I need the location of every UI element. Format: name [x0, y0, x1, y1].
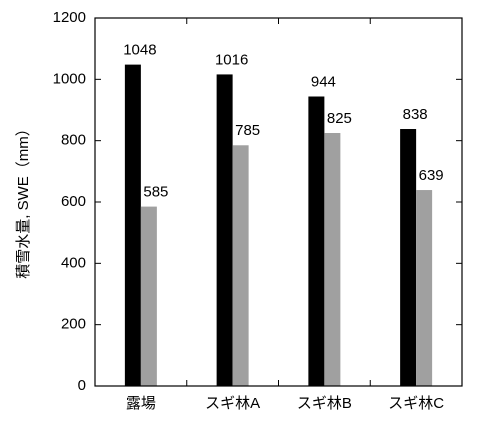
- data-label: 1016: [215, 51, 248, 68]
- bar: [416, 190, 433, 386]
- bar: [216, 74, 233, 386]
- data-label: 785: [235, 122, 260, 139]
- plot-frame: [94, 17, 463, 387]
- y-axis-label: 積雪水量, SWE（mm）: [15, 121, 32, 279]
- y-tick-label: 1200: [53, 9, 86, 26]
- y-tick-label: 800: [61, 132, 86, 149]
- data-label: 585: [143, 184, 168, 201]
- data-label: 838: [403, 106, 428, 123]
- data-label: 639: [419, 167, 444, 184]
- x-tick-label: 露場: [126, 395, 156, 412]
- data-label: 944: [311, 73, 336, 90]
- x-tick-label: スギ林B: [297, 395, 352, 412]
- data-label: 1048: [123, 42, 156, 59]
- y-tick-label: 0: [78, 377, 86, 394]
- bar: [124, 64, 141, 386]
- data-label: 825: [327, 110, 352, 127]
- bar: [324, 133, 341, 386]
- bar: [400, 129, 417, 386]
- y-tick-label: 400: [61, 254, 86, 271]
- y-tick-label: 200: [61, 316, 86, 333]
- bar: [308, 96, 325, 387]
- bar: [232, 145, 249, 386]
- y-tick-label: 600: [61, 193, 86, 210]
- x-tick-label: スギ林C: [388, 395, 444, 412]
- x-tick-label: スギ林A: [205, 395, 260, 412]
- y-tick-label: 1000: [53, 70, 86, 87]
- bar: [140, 206, 157, 386]
